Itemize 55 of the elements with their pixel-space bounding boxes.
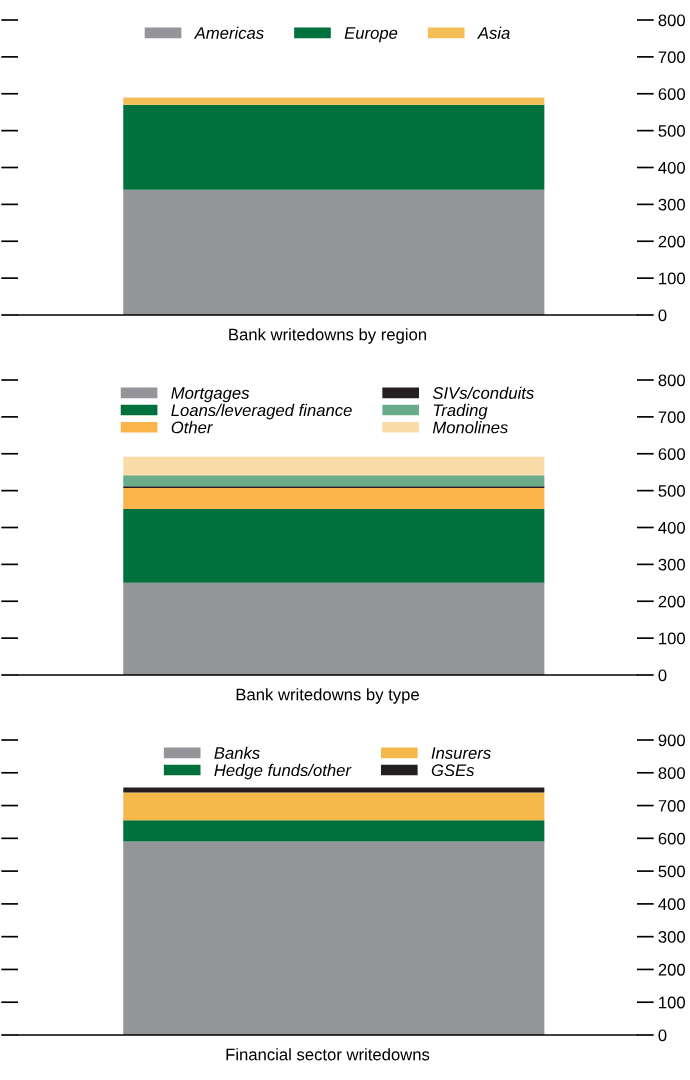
legend-label: Insurers xyxy=(431,747,491,759)
y-tick-label: 100 xyxy=(659,632,685,645)
y-tick-label: 900 xyxy=(658,734,685,747)
y-tick-label: 800 xyxy=(658,767,685,779)
y-tick-label: 600 xyxy=(658,832,685,845)
y-tick-label: 0 xyxy=(658,309,667,322)
y-tick-label: 400 xyxy=(658,898,685,911)
legend-label: Americas xyxy=(193,26,264,39)
y-tick-label: 500 xyxy=(658,485,685,497)
bar xyxy=(123,475,545,487)
bar xyxy=(123,456,545,476)
y-tick-label: 800 xyxy=(658,374,685,387)
y-tick-label: 800 xyxy=(658,14,685,27)
x-axis-title: Bank writedowns by type xyxy=(236,688,419,704)
y-tick-label: 300 xyxy=(658,198,685,211)
bar xyxy=(123,792,545,821)
legend-label: Mortgages xyxy=(171,387,250,403)
legend-label: Europe xyxy=(344,27,398,43)
legend-label: Loans/leveraged finance xyxy=(171,403,352,420)
legend-label: Asia xyxy=(477,26,510,39)
y-tick-label: 0 xyxy=(658,1029,667,1042)
legend-label: Monolines xyxy=(432,421,508,434)
legend-label: Other xyxy=(171,421,213,434)
y-tick-label: 200 xyxy=(658,235,685,248)
bar xyxy=(123,104,545,190)
y-tick-label: 100 xyxy=(659,272,685,285)
x-axis-title: Financial sector writedowns xyxy=(226,1048,430,1061)
bar xyxy=(123,509,545,583)
y-tick-label: 200 xyxy=(658,595,685,608)
y-tick-label: 400 xyxy=(658,161,685,174)
legend-label: Trading xyxy=(433,403,488,420)
y-tick-label: 500 xyxy=(658,125,685,137)
legend-label: Hedge funds/other xyxy=(214,763,352,780)
y-tick-label: 700 xyxy=(658,411,685,424)
bar xyxy=(123,582,545,675)
x-axis-title: Bank writedowns by region xyxy=(229,328,427,344)
bar xyxy=(123,189,545,315)
y-tick-label: 700 xyxy=(658,51,685,64)
y-tick-label: 500 xyxy=(658,865,685,878)
bar xyxy=(123,97,545,105)
bar xyxy=(123,488,545,510)
y-tick-label: 0 xyxy=(658,669,667,682)
y-tick-label: 700 xyxy=(658,799,685,812)
y-tick-label: 100 xyxy=(659,996,685,1009)
y-tick-label: 200 xyxy=(658,963,685,976)
y-tick-label: 400 xyxy=(658,521,685,534)
bar xyxy=(123,820,545,842)
legend-label: SIVs/conduits xyxy=(432,386,534,399)
bar xyxy=(123,841,545,1035)
y-tick-label: 600 xyxy=(658,448,685,460)
legend-label: Banks xyxy=(214,746,260,759)
y-tick-label: 300 xyxy=(658,558,685,571)
legend-label: GSEs xyxy=(431,764,475,777)
y-tick-label: 600 xyxy=(658,88,685,100)
y-tick-label: 300 xyxy=(658,931,685,943)
